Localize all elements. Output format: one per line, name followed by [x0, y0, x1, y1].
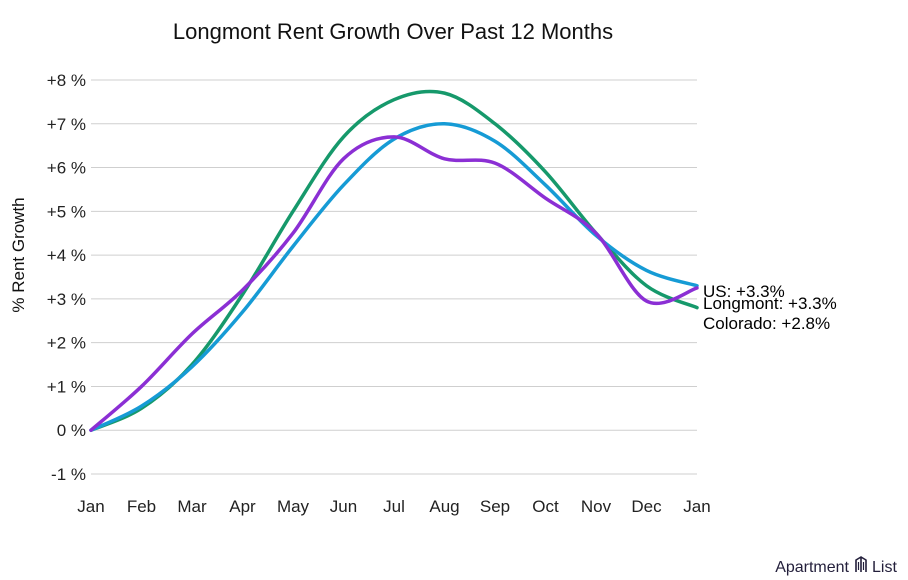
y-tick-label: +3 % — [47, 290, 86, 309]
end-label-longmont: Longmont: +3.3% — [703, 294, 837, 313]
series-line-us — [89, 122, 699, 432]
gridlines — [91, 79, 697, 475]
y-tick-label: +6 % — [47, 159, 86, 178]
x-axis-ticks: Jan Feb Mar Apr May Jun Jul Aug Sep Oct Nov Dec Jan — [77, 497, 710, 516]
y-axis-label: % Rent Growth — [9, 197, 28, 312]
y-tick-label: +4 % — [47, 246, 86, 265]
y-tick-label: +2 % — [47, 334, 86, 353]
y-tick-label: +7 % — [47, 115, 86, 134]
x-tick-label: Aug — [429, 497, 459, 516]
apartment-list-logo: Apartment List — [775, 556, 897, 576]
end-label-us: US: +3.3% — [703, 282, 785, 301]
x-tick-label: Nov — [581, 497, 612, 516]
y-tick-label: +5 % — [47, 202, 86, 221]
x-tick-label: Jan — [77, 497, 104, 516]
y-tick-label: +8 % — [47, 71, 86, 90]
x-tick-label: Oct — [532, 497, 559, 516]
x-tick-label: Jun — [330, 497, 357, 516]
x-tick-label: May — [277, 497, 310, 516]
y-tick-label: 0 % — [57, 421, 86, 440]
x-tick-label: Apr — [229, 497, 256, 516]
series-end-labels: US: +3.3%Longmont: +3.3%Colorado: +2.8% — [703, 282, 837, 333]
brand-name-right: List — [872, 559, 897, 576]
x-tick-label: Mar — [177, 497, 207, 516]
building-icon — [855, 556, 867, 572]
end-label-colorado: Colorado: +2.8% — [703, 314, 830, 333]
x-tick-label: Jan — [683, 497, 710, 516]
x-tick-label: Jul — [383, 497, 405, 516]
series-lines — [89, 89, 699, 432]
series-line-colorado — [89, 89, 699, 432]
y-axis-ticks: -1 % 0 % +1 % +2 % +3 % +4 % +5 % +6 % +7 % +8 % — [47, 71, 86, 484]
y-tick-label: -1 % — [51, 465, 86, 484]
chart-title: Longmont Rent Growth Over Past 12 Months — [173, 19, 613, 44]
y-tick-label: +1 % — [47, 377, 86, 396]
brand-name-left: Apartment — [775, 559, 849, 576]
x-tick-label: Dec — [631, 497, 662, 516]
x-tick-label: Feb — [127, 497, 156, 516]
x-tick-label: Sep — [480, 497, 510, 516]
series-line-longmont — [89, 135, 699, 432]
